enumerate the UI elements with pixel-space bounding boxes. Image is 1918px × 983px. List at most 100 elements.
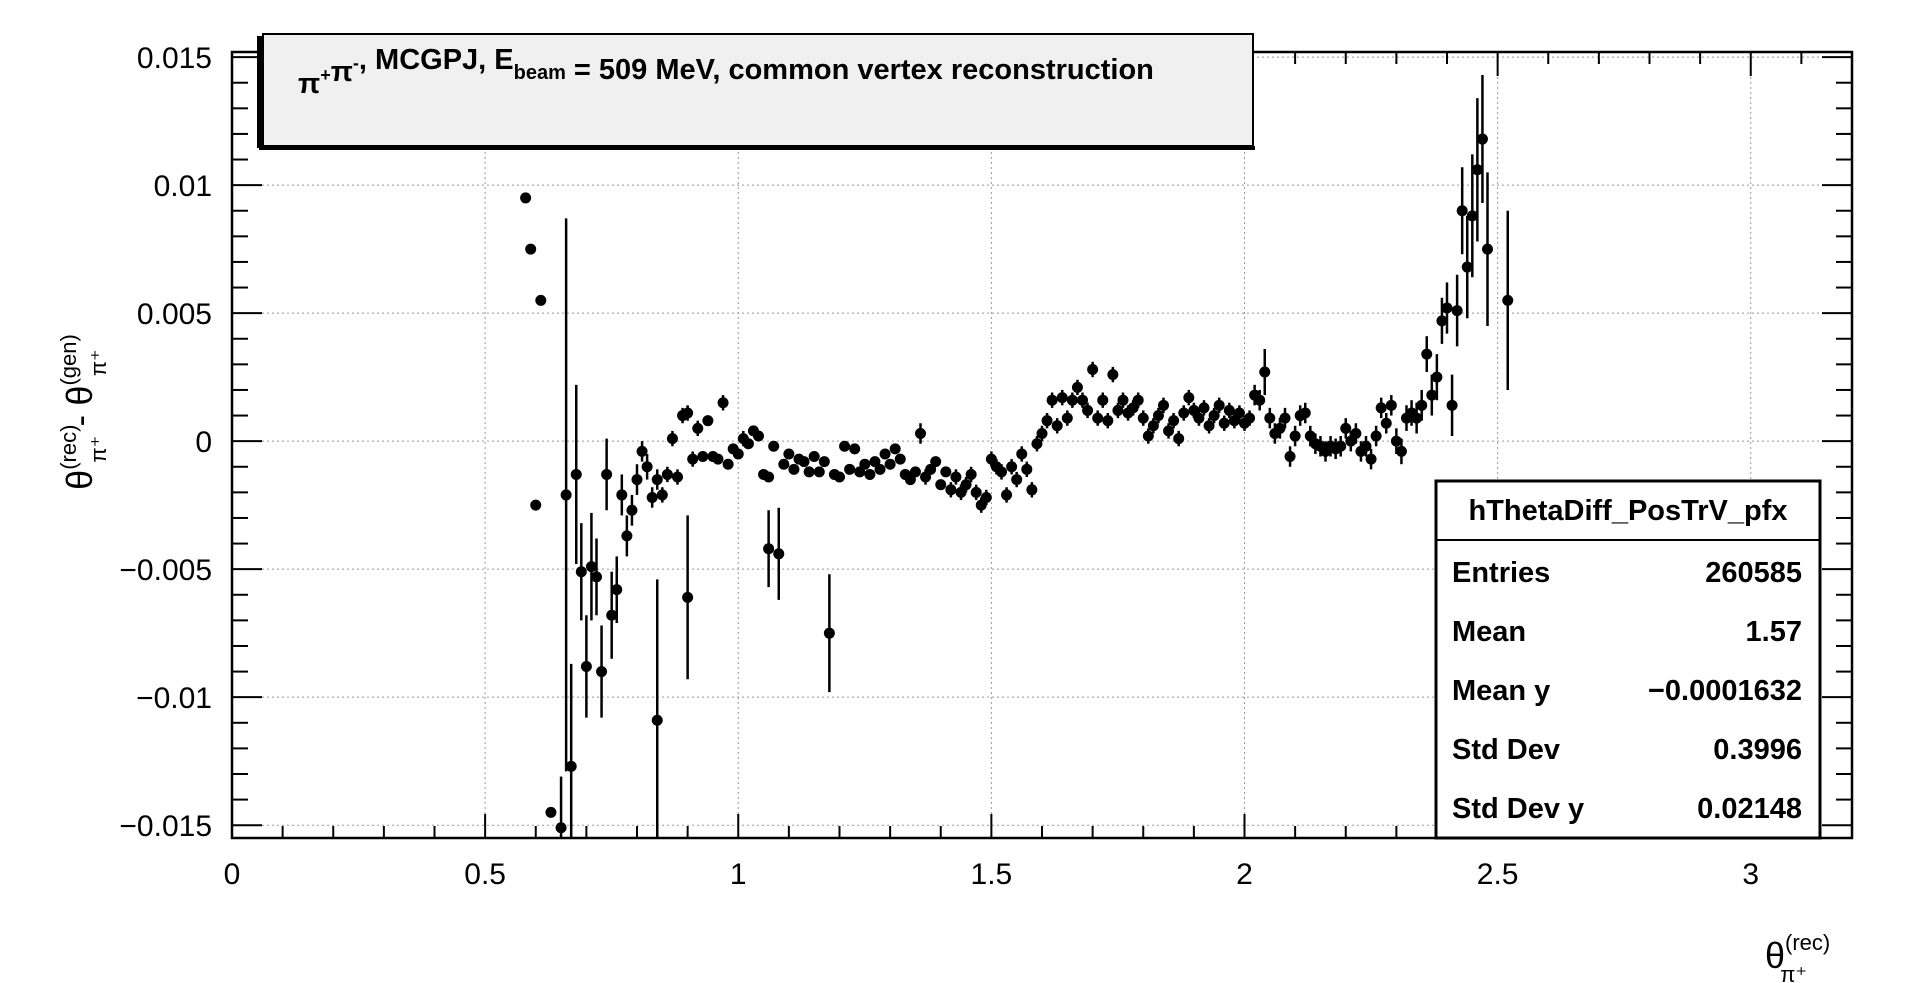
marker [1041,415,1053,427]
marker [611,584,623,596]
marker [717,397,729,409]
y-tick-label: −0.005 [119,554,212,587]
data-point [879,448,891,460]
stats-name: hThetaDiff_PosTrV_pfx [1468,495,1787,527]
marker [641,461,653,473]
marker [930,456,942,468]
data-point [773,507,785,600]
data-point [712,453,724,465]
data-point [580,615,592,718]
marker [742,438,754,450]
marker [945,484,957,496]
marker [555,822,567,834]
data-point [672,469,683,485]
data-point [1026,482,1038,498]
data-point [1446,374,1458,437]
marker [788,463,800,475]
data-point [1021,461,1033,478]
marker [1476,133,1488,145]
marker [1092,412,1104,424]
data-point [965,466,977,483]
marker [889,443,901,455]
marker [803,466,815,478]
marker [1112,404,1124,416]
marker [1061,412,1073,424]
data-point [788,463,800,475]
data-point [1476,75,1488,204]
x-tick-label: 0.5 [464,858,506,891]
y-axis-title: θ(rec) π⁺ - θ(gen) π⁺ [56,334,111,490]
data-point [753,430,764,442]
data-point [1158,397,1169,413]
marker [1208,410,1220,422]
data-point [1370,425,1382,447]
data-point [1097,392,1109,408]
marker [808,451,820,463]
data-point [560,218,572,772]
data-point [1411,402,1423,434]
marker [1077,394,1088,406]
stats-label: Mean y [1452,675,1550,707]
marker [580,660,592,672]
data-point [1223,402,1235,419]
marker [1340,422,1352,434]
marker [520,192,532,204]
data-point [666,430,678,447]
data-point [651,579,663,838]
stats-box: hThetaDiff_PosTrV_pfx Entries 260585 Mean 1… [1434,479,1822,840]
marker [874,463,886,475]
data-point [1082,402,1094,419]
data-point [1426,374,1438,416]
data-point [864,468,876,480]
data-point [980,489,992,506]
stats-label: Std Dev y [1452,793,1584,825]
data-point [1163,423,1175,439]
marker [702,415,714,427]
marker [565,760,577,772]
marker [909,466,921,478]
marker [1178,407,1190,419]
marker [1016,448,1028,460]
data-point [894,453,906,465]
data-point [1107,366,1119,383]
marker [1198,402,1210,414]
marker [1451,305,1463,317]
data-point [530,499,542,511]
data-point [1087,361,1099,378]
marker [894,453,906,465]
data-point [1071,379,1083,396]
data-point [1092,410,1104,426]
marker [1456,205,1468,217]
data-point [646,487,658,508]
data-point [1360,436,1372,457]
marker [1380,417,1392,429]
marker [1056,392,1068,404]
data-point [1046,392,1058,408]
marker [1279,412,1291,424]
marker [601,468,613,480]
data-point [626,494,638,526]
data-point [839,440,851,452]
marker [1274,422,1286,434]
data-point [889,443,901,455]
data-point [803,466,815,478]
data-point [631,464,643,495]
data-point [1340,418,1352,439]
svg-text:θ(rec)π⁺ - θ(gen)π⁺: θ(rec) π⁺ - θ(gen) π⁺ [56,334,111,490]
data-point [1284,446,1296,467]
data-point [636,441,648,462]
marker [1026,484,1038,496]
stats-label: Std Dev [1452,734,1560,766]
marker [844,463,856,475]
data-point [1335,436,1347,457]
marker [596,666,608,678]
data-point [834,471,845,483]
marker [591,571,602,583]
x-tick-label: 2.5 [1477,858,1519,891]
marker [783,448,795,460]
marker [606,609,618,621]
marker [813,466,825,478]
data-point [641,453,653,480]
marker [1233,407,1245,419]
